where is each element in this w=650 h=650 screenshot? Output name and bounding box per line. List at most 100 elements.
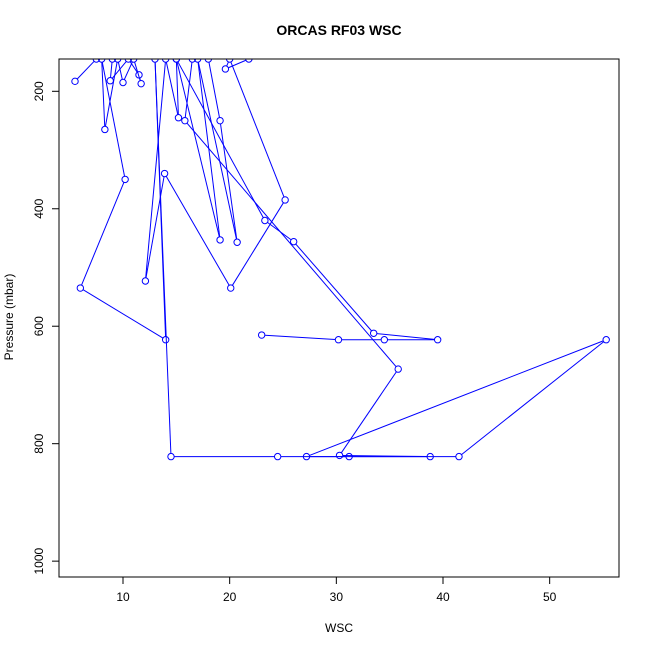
data-point: [334, 336, 343, 344]
x-tick-label: 40: [436, 590, 450, 604]
x-axis-label: WSC: [325, 621, 353, 635]
series-segment: [177, 61, 264, 218]
data-point: [167, 452, 175, 461]
data-point: [216, 116, 224, 125]
series-segment: [231, 202, 284, 286]
series-segment: [117, 62, 123, 80]
series-segment: [101, 62, 126, 177]
data-point: [302, 452, 311, 461]
series-segment: [154, 62, 172, 454]
series-segment: [376, 333, 435, 340]
series-segment: [186, 122, 397, 367]
series-segment: [264, 334, 336, 341]
data-point: [369, 329, 378, 337]
series-segment: [295, 243, 372, 332]
data-point: [261, 216, 269, 225]
data-point: [161, 336, 170, 344]
y-axis-label: Pressure (mbar): [2, 274, 16, 361]
series-segment: [165, 62, 179, 115]
series-segment: [134, 61, 141, 81]
data-point: [92, 59, 101, 63]
y-tick-label: 600: [32, 316, 46, 336]
x-tick-label: 30: [330, 590, 344, 604]
series-segment: [220, 123, 238, 240]
data-point: [227, 284, 235, 292]
data-point: [281, 196, 289, 204]
series-segment: [226, 61, 229, 67]
data-point: [233, 238, 241, 246]
x-axis: 10 20 30 40 50: [116, 577, 557, 604]
data-point: [161, 59, 170, 63]
data-point: [193, 59, 202, 63]
data-point: [433, 336, 442, 344]
data-point: [345, 452, 353, 461]
data-point: [113, 59, 122, 63]
x-tick-label: 20: [223, 590, 237, 604]
series-segment: [197, 62, 237, 240]
y-tick-label: 1000: [32, 547, 46, 574]
series-segment: [267, 221, 292, 241]
series-segment: [123, 61, 133, 80]
data-point: [76, 284, 85, 292]
data-point: [426, 452, 434, 461]
series-segment: [145, 62, 166, 278]
data-point: [273, 452, 282, 461]
data-point: [380, 336, 389, 344]
series-segment: [110, 62, 113, 78]
data-point: [135, 71, 143, 79]
series-segment: [340, 371, 397, 454]
series-segment: [175, 62, 179, 115]
data-point: [455, 452, 463, 461]
data-point: [124, 59, 133, 63]
data-point: [181, 116, 189, 125]
series-segment: [165, 176, 230, 286]
data-point: [188, 59, 197, 63]
chart-title: ORCAS RF03 WSC: [276, 22, 401, 38]
series-segment: [101, 62, 106, 127]
series-segment: [342, 454, 428, 458]
data-point: [216, 236, 224, 244]
data-point: [221, 65, 230, 73]
data-point: [141, 277, 150, 285]
data-point: [108, 59, 117, 63]
data-point: [151, 59, 159, 63]
data-point: [121, 175, 129, 184]
data-point: [335, 451, 344, 460]
data-point: [137, 79, 145, 88]
series-segment: [230, 61, 285, 198]
data-point: [602, 336, 610, 344]
series-segment: [81, 182, 125, 286]
data-point: [129, 59, 138, 63]
data-point: [394, 365, 402, 373]
data-point: [257, 331, 266, 339]
series-segment: [184, 62, 193, 118]
data-point: [71, 77, 79, 86]
series-segment: [176, 61, 220, 237]
series-segment: [145, 176, 165, 278]
series-segment: [309, 340, 604, 456]
data-point: [160, 169, 169, 178]
series-segment: [76, 60, 95, 80]
y-axis: 200 400 600 800 1000: [32, 81, 59, 574]
series-segment: [208, 62, 220, 118]
data-point: [97, 59, 106, 63]
x-tick-label: 10: [116, 590, 130, 604]
data-point: [225, 59, 234, 63]
data-point: [174, 114, 183, 122]
y-tick-label: 200: [32, 81, 46, 101]
data-point: [106, 77, 114, 85]
data-point: [245, 59, 253, 63]
y-tick-label: 800: [32, 433, 46, 453]
series-segment: [228, 59, 247, 69]
data-point: [289, 237, 298, 246]
series-segment: [82, 289, 164, 339]
data-point: [172, 59, 181, 63]
plot-area: [71, 59, 610, 461]
series-segment: [104, 62, 118, 127]
series-segment: [461, 341, 605, 456]
series-segment: [197, 62, 221, 237]
plot-frame: [58, 58, 620, 578]
data-point: [204, 59, 213, 63]
